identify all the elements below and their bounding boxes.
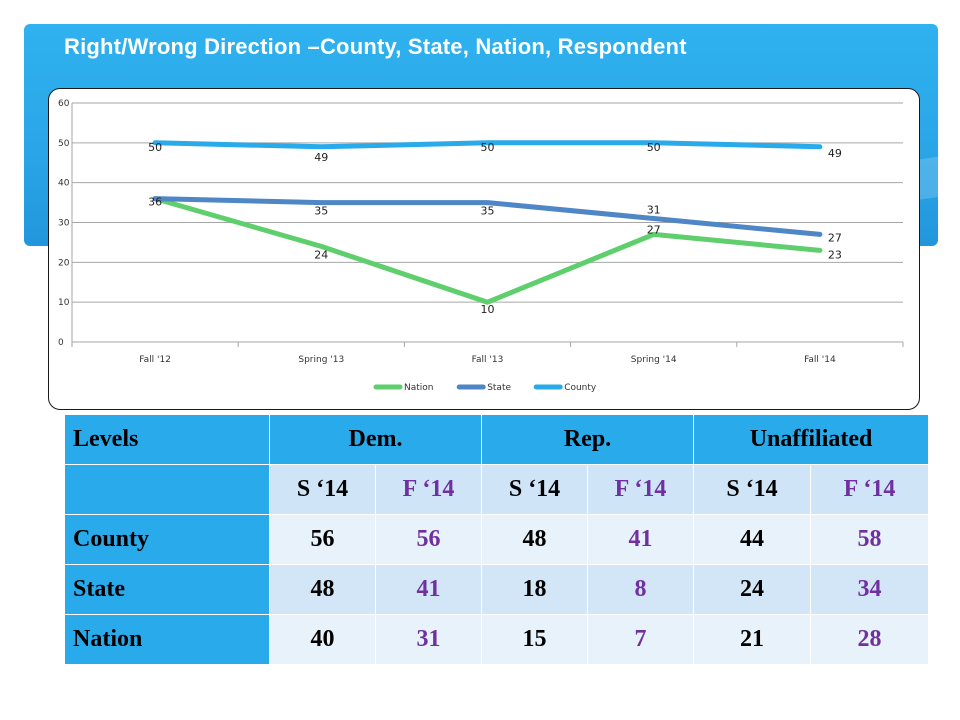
y-tick-label: 60 (58, 99, 70, 109)
nation-series-line (152, 196, 823, 305)
table-cell: 31 (374, 614, 483, 665)
x-tick-label: Fall '12 (139, 355, 171, 365)
data-label: 10 (481, 303, 495, 316)
table-cell: 28 (810, 614, 930, 665)
data-label: 27 (647, 223, 661, 236)
subheader-rep-spring: S ‘14 (481, 464, 589, 515)
table-row-nation: Nation 40 31 15 7 21 28 (64, 614, 930, 665)
data-label: 36 (148, 196, 162, 209)
header-unaffiliated: Unaffiliated (693, 414, 930, 465)
state-series-line (152, 196, 823, 237)
subheader-unaff-spring: S ‘14 (693, 464, 812, 515)
data-label: 49 (828, 147, 842, 160)
legend-label: County (564, 383, 597, 393)
data-label: 31 (647, 204, 661, 217)
table-cell: 56 (269, 514, 376, 565)
subheader-blank (64, 464, 270, 515)
table-cell: 8 (587, 564, 695, 615)
table-cell: 7 (587, 614, 695, 665)
table-cell: 18 (481, 564, 589, 615)
subheader-unaff-fall: F ‘14 (810, 464, 930, 515)
table-cell: 41 (587, 514, 695, 565)
subheader-dem-fall: F ‘14 (374, 464, 483, 515)
x-tick-label: Fall '14 (804, 355, 836, 365)
data-label: 35 (314, 205, 328, 218)
row-label: State (64, 564, 270, 615)
table-cell: 58 (810, 514, 930, 565)
header-levels: Levels (64, 414, 270, 465)
table-row-state: State 48 41 18 8 24 34 (64, 564, 930, 615)
y-tick-label: 0 (58, 338, 64, 348)
x-tick-label: Spring '13 (298, 355, 344, 365)
data-label: 49 (314, 151, 328, 164)
results-table: Levels Dem. Rep. Unaffiliated S ‘14 F ‘1… (64, 414, 930, 665)
table-cell: 44 (693, 514, 812, 565)
y-tick-label: 50 (58, 139, 70, 149)
table-header-row: Levels Dem. Rep. Unaffiliated (64, 414, 930, 465)
legend-label: State (487, 383, 511, 393)
x-tick-label: Fall '13 (472, 355, 504, 365)
legend-label: Nation (404, 383, 434, 393)
line-chart: 0 10 20 30 40 50 60 Fall '12 Spring '13 Fall '13 S… (58, 99, 904, 393)
y-tick-label: 30 (58, 219, 70, 229)
table-cell: 40 (269, 614, 376, 665)
table-cell: 48 (269, 564, 376, 615)
y-tick-label: 10 (58, 298, 70, 308)
data-label: 50 (148, 141, 162, 154)
y-tick-label: 20 (58, 258, 70, 268)
table-subheader-row: S ‘14 F ‘14 S ‘14 F ‘14 S ‘14 F ‘14 (64, 464, 930, 515)
header-rep: Rep. (481, 414, 695, 465)
data-label: 50 (481, 141, 495, 154)
table-row-county: County 56 56 48 41 44 58 (64, 514, 930, 565)
row-label: Nation (64, 614, 270, 665)
data-label: 27 (828, 231, 842, 244)
table-cell: 24 (693, 564, 812, 615)
data-label: 23 (828, 248, 842, 261)
row-label: County (64, 514, 270, 565)
county-series-line (152, 140, 823, 150)
x-tick-label: Spring '14 (631, 355, 677, 365)
y-tick-label: 40 (58, 179, 70, 189)
table-cell: 56 (374, 514, 483, 565)
subheader-dem-spring: S ‘14 (269, 464, 376, 515)
table-cell: 15 (481, 614, 589, 665)
data-label: 35 (481, 205, 495, 218)
table-cell: 48 (481, 514, 589, 565)
subheader-rep-fall: F ‘14 (587, 464, 695, 515)
table-cell: 41 (374, 564, 483, 615)
table-cell: 21 (693, 614, 812, 665)
data-label: 24 (314, 248, 328, 261)
header-dem: Dem. (268, 414, 483, 465)
data-label: 50 (647, 141, 661, 154)
slide-title: Right/Wrong Direction –County, State, Na… (64, 34, 687, 59)
table-cell: 34 (810, 564, 930, 615)
